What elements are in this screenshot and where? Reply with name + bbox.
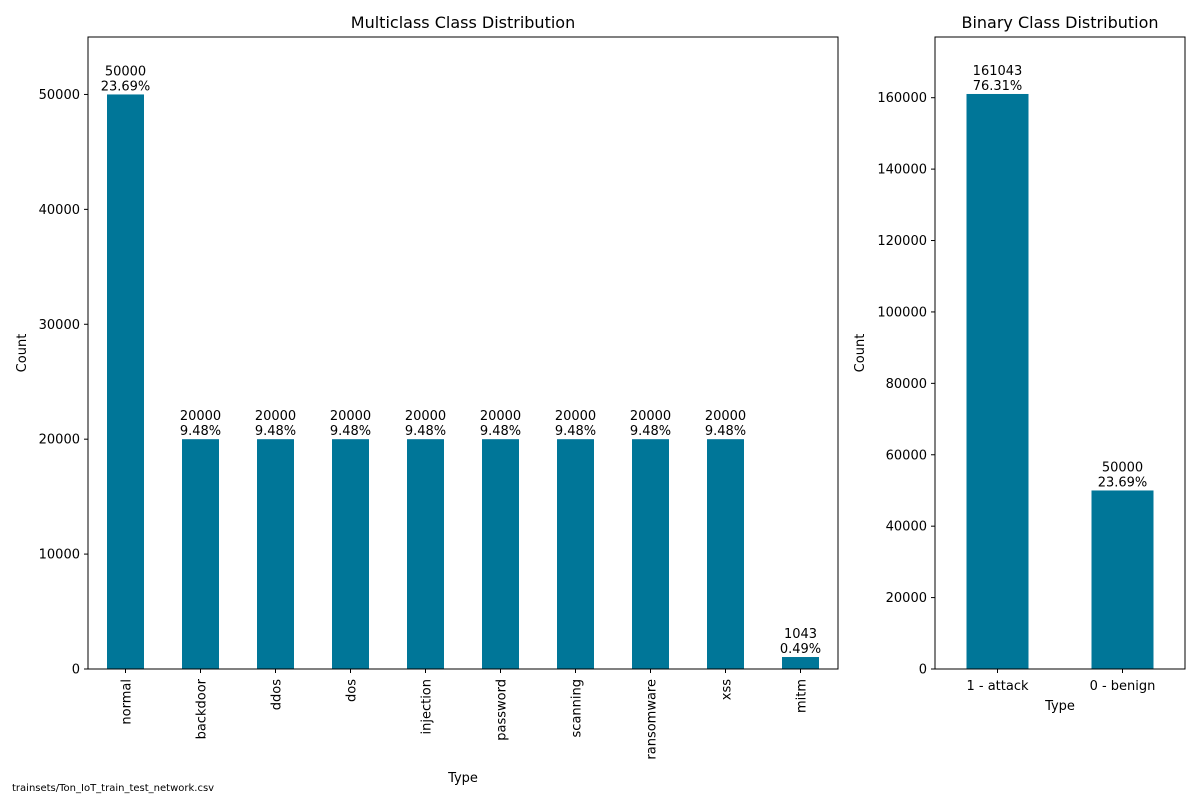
bar — [407, 439, 444, 669]
x-tick-label: password — [495, 679, 510, 741]
bar-count-label: 20000 — [405, 409, 446, 424]
bar-percent-label: 0.49% — [780, 642, 821, 657]
bar — [332, 439, 369, 669]
bar — [257, 439, 294, 669]
bar-percent-label: 76.31% — [973, 79, 1023, 94]
bar-percent-label: 9.48% — [630, 424, 671, 439]
y-tick-label: 60000 — [886, 448, 927, 463]
source-path-caption: trainsets/Ton_IoT_train_test_network.csv — [12, 783, 215, 794]
bar — [107, 94, 144, 670]
y-tick-label: 20000 — [886, 591, 927, 606]
x-tick-label: ddos — [270, 679, 285, 710]
bar-count-label: 20000 — [630, 409, 671, 424]
y-tick-label: 50000 — [39, 88, 80, 103]
y-axis-label: Count — [853, 334, 868, 373]
x-tick-label: 1 - attack — [966, 679, 1029, 694]
y-tick-label: 20000 — [39, 433, 80, 448]
bar-count-label: 50000 — [1102, 460, 1143, 475]
y-tick-label: 0 — [72, 663, 80, 678]
bar-percent-label: 9.48% — [480, 424, 521, 439]
chart-title: Binary Class Distribution — [961, 13, 1158, 32]
bar-percent-label: 9.48% — [180, 424, 221, 439]
bar-count-label: 1043 — [784, 627, 817, 642]
bar — [182, 439, 219, 669]
bar-count-label: 20000 — [705, 409, 746, 424]
bar — [482, 439, 519, 669]
multiclass-chart: Multiclass Class Distribution5000023.69%… — [15, 13, 839, 786]
plot-frame — [934, 36, 1186, 670]
bar — [632, 439, 669, 669]
x-axis-label: Type — [447, 771, 478, 786]
bar-percent-label: 23.69% — [101, 79, 151, 94]
y-tick-label: 0 — [919, 663, 927, 678]
bar-percent-label: 23.69% — [1098, 475, 1148, 490]
x-tick-label: injection — [420, 679, 435, 735]
x-tick-label: dos — [345, 679, 360, 702]
bar — [1091, 490, 1154, 669]
bar-count-label: 20000 — [180, 409, 221, 424]
x-tick-label: scanning — [570, 679, 585, 737]
bar-percent-label: 9.48% — [555, 424, 596, 439]
bar-percent-label: 9.48% — [405, 424, 446, 439]
bar — [782, 657, 819, 669]
bar-count-label: 20000 — [480, 409, 521, 424]
y-tick-label: 120000 — [877, 234, 927, 249]
y-tick-label: 40000 — [39, 203, 80, 218]
x-tick-label: 0 - benign — [1090, 679, 1156, 694]
bar — [966, 93, 1029, 669]
x-tick-label: backdoor — [195, 678, 210, 739]
chart-title: Multiclass Class Distribution — [351, 13, 575, 32]
bar-count-label: 50000 — [105, 64, 146, 79]
y-tick-label: 80000 — [886, 377, 927, 392]
y-tick-label: 140000 — [877, 163, 927, 178]
y-tick-label: 160000 — [877, 91, 927, 106]
bar — [557, 439, 594, 669]
x-tick-label: mitm — [795, 679, 810, 713]
bar-percent-label: 9.48% — [330, 424, 371, 439]
y-tick-label: 100000 — [877, 305, 927, 320]
x-tick-label: ransomware — [645, 679, 660, 760]
bar-count-label: 161043 — [973, 64, 1023, 79]
x-tick-label: xss — [720, 679, 735, 700]
bar-percent-label: 9.48% — [705, 424, 746, 439]
x-axis-label: Type — [1044, 699, 1075, 714]
bar-count-label: 20000 — [255, 409, 296, 424]
bar-count-label: 20000 — [330, 409, 371, 424]
plot-frame — [87, 36, 839, 670]
y-tick-label: 30000 — [39, 318, 80, 333]
y-axis-label: Count — [15, 334, 30, 373]
y-tick-label: 10000 — [39, 548, 80, 563]
bar — [707, 439, 744, 669]
y-tick-label: 40000 — [886, 520, 927, 535]
x-tick-label: normal — [120, 679, 135, 725]
bar-percent-label: 9.48% — [255, 424, 296, 439]
bar-count-label: 20000 — [555, 409, 596, 424]
